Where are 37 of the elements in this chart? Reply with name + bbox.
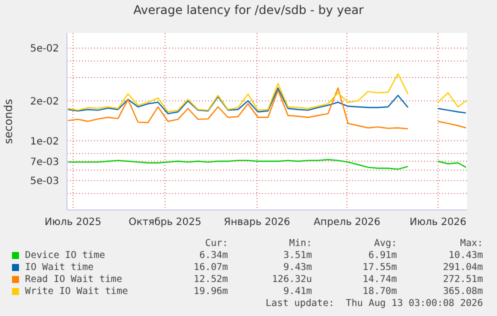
text: 19.96m bbox=[194, 286, 228, 297]
text: Cur: bbox=[205, 238, 228, 249]
x-tick-label: Июль 2026 bbox=[410, 217, 466, 228]
text: 126.32u bbox=[272, 274, 312, 285]
y-tick-label: 7e-03 bbox=[30, 156, 59, 168]
text: Max: bbox=[460, 238, 483, 249]
text: 272.51m bbox=[442, 274, 483, 285]
y-tick-label: 2e-02 bbox=[30, 96, 59, 108]
text: 6.34m bbox=[199, 250, 228, 261]
x-tick-label: Апрель 2026 bbox=[314, 217, 380, 228]
y-tick-label: 1e-02 bbox=[30, 136, 59, 148]
y-tick-label: 5e-03 bbox=[30, 176, 59, 188]
x-tick-label: Июль 2025 bbox=[44, 217, 102, 228]
text: 9.43m bbox=[283, 262, 312, 273]
legend-label: IO Wait time bbox=[25, 262, 94, 273]
y-axis-title: seconds bbox=[2, 98, 15, 144]
text: 16.07m bbox=[194, 262, 228, 273]
legend-label: Write IO Wait time bbox=[25, 286, 128, 297]
text: 17.55m bbox=[362, 262, 397, 273]
text: 365.08m bbox=[442, 286, 483, 297]
text: 3.51m bbox=[283, 250, 312, 261]
chart-title: Average latency for /dev/sdb - by year bbox=[132, 3, 365, 17]
text: 18.70m bbox=[362, 286, 397, 297]
text: Min: bbox=[289, 238, 312, 249]
text: 291.04m bbox=[442, 262, 483, 273]
legend-label: Device IO time bbox=[25, 250, 106, 261]
x-tick-label: Январь 2026 bbox=[224, 217, 290, 228]
text: 9.41m bbox=[283, 286, 312, 297]
text: 12.52m bbox=[194, 274, 228, 285]
y-tick-label: 5e-02 bbox=[30, 44, 59, 55]
text: 10.43m bbox=[448, 250, 483, 261]
legend-label: Read IO Wait time bbox=[25, 274, 122, 285]
x-tick-label: Октябрь 2025 bbox=[128, 217, 202, 228]
text: 14.74m bbox=[362, 274, 397, 285]
text: Last update: Thu Aug 13 03:00:08 2026 bbox=[266, 298, 483, 309]
text: 6.91m bbox=[368, 250, 397, 261]
text: Avg: bbox=[374, 238, 397, 249]
